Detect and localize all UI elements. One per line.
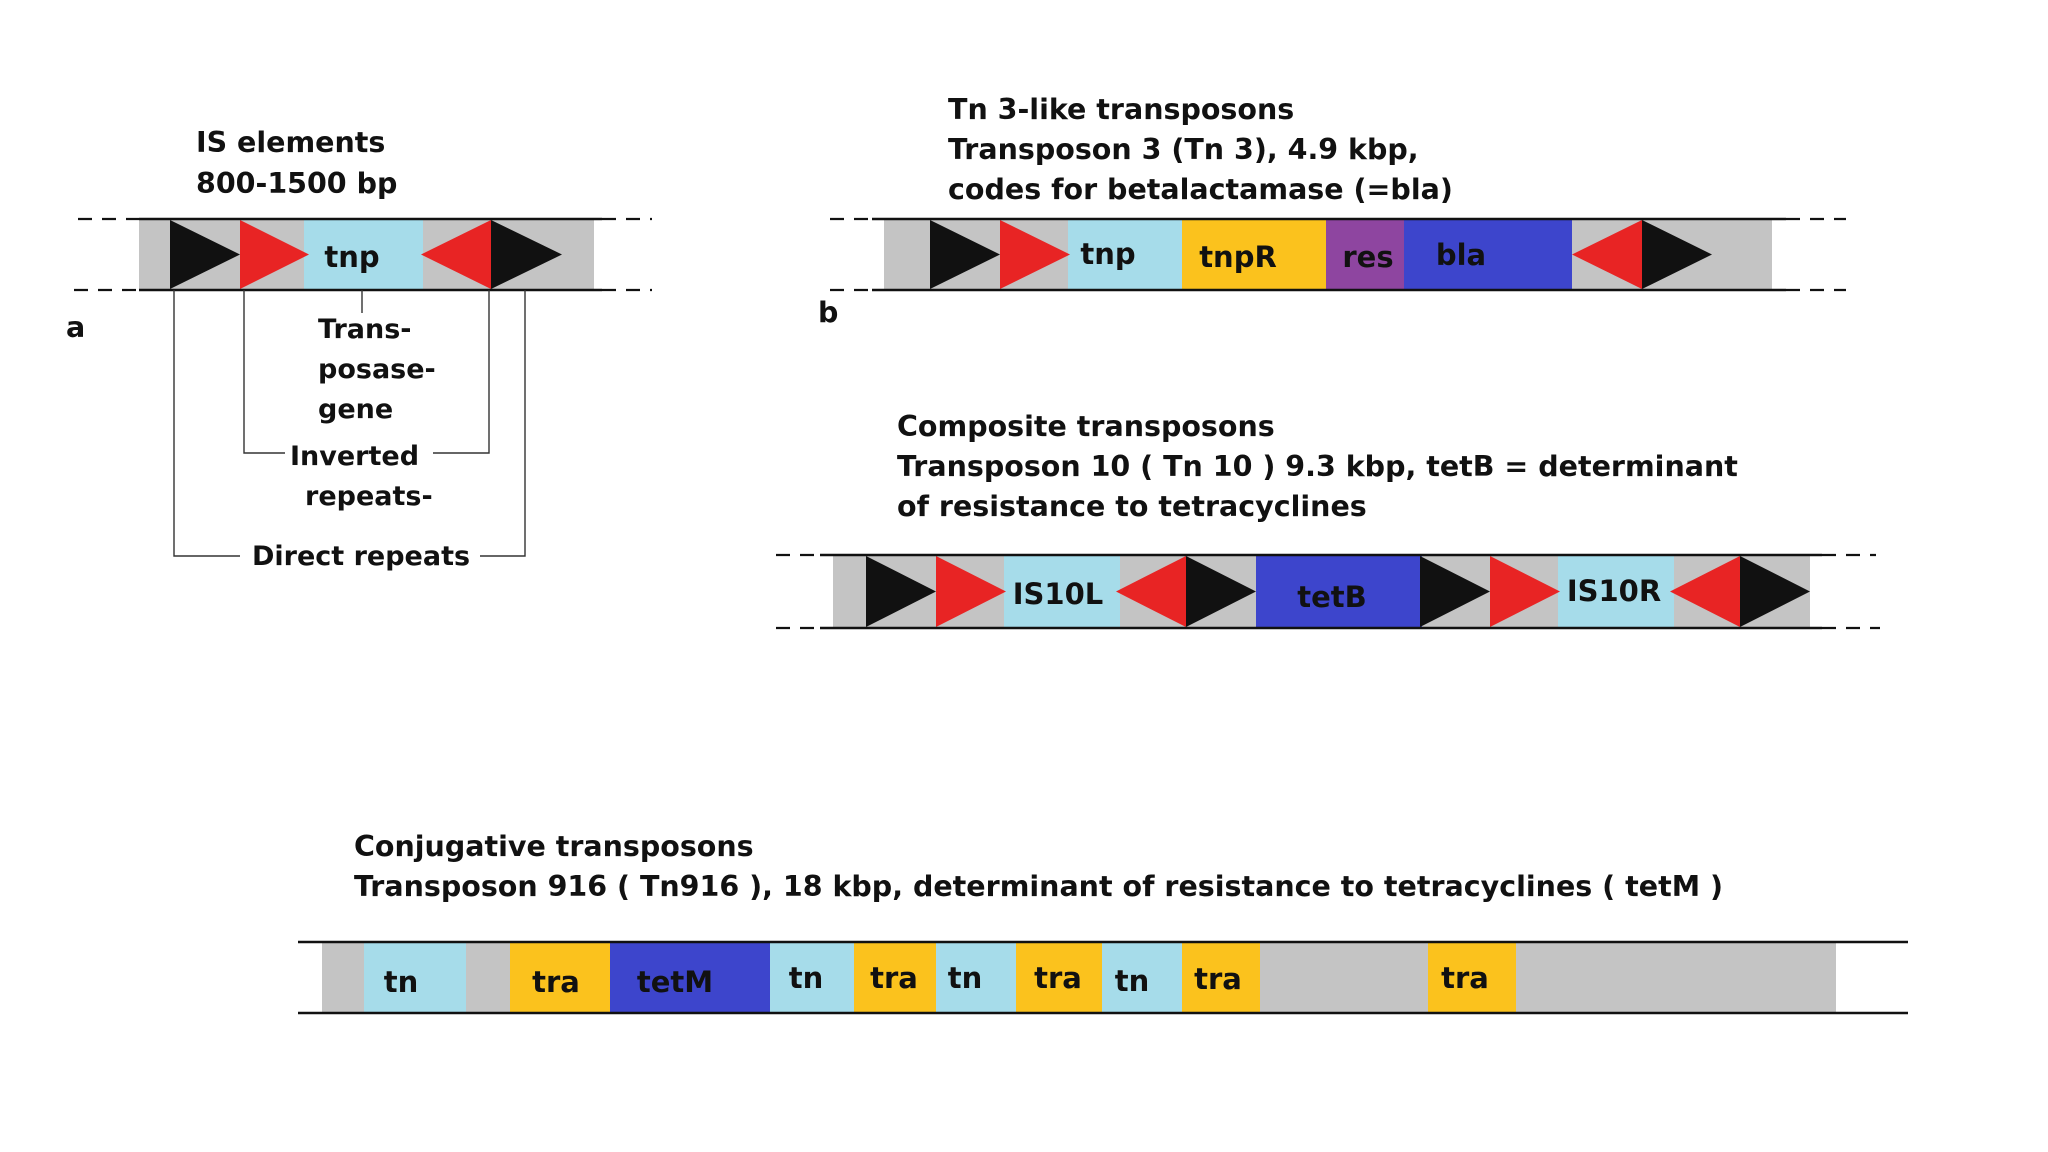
panel-b-letter: b: [818, 296, 838, 329]
tn3-res-segment: [1326, 220, 1404, 289]
tn916-seg-tn-4: [1102, 943, 1182, 1012]
tn916-seg-tra-2: [854, 943, 936, 1012]
transposase-label-2: posase-: [318, 354, 436, 385]
tn10-left-inverted-repeat-2: [1116, 556, 1186, 627]
tn916-label-tra-3: tra: [1034, 961, 1082, 995]
tn916-seg-tra-1: [510, 943, 610, 1012]
composite-title-line3: of resistance to tetracyclines: [897, 490, 1367, 523]
panel-b-tn3: Tn 3-like transposons Transposon 3 (Tn 3…: [818, 93, 1846, 329]
tn916-label-tetm: tetM: [637, 965, 713, 999]
tn10-tetb-segment: [1256, 556, 1422, 627]
tn916-label-tn-3: tn: [948, 961, 983, 995]
panel-conjugative-tn916: Conjugative transposons Transposon 916 (…: [298, 830, 1908, 1015]
inverted-repeats-bracket-right: [433, 290, 490, 454]
tn916-seg-tetm: [610, 943, 770, 1012]
tn3-res-label: res: [1342, 240, 1393, 274]
tn10-is10r-segment: [1558, 556, 1674, 627]
tn10-is10r-label: IS10R: [1567, 574, 1661, 608]
tn3-tnpR-label: tnpR: [1199, 240, 1277, 274]
tn10-right-inverted-repeat-2: [1670, 556, 1740, 627]
is-tnp-segment: [304, 220, 423, 289]
tn916-label-tra-5: tra: [1441, 961, 1489, 995]
tn3-tnp-segment: [1068, 220, 1182, 289]
direct-repeats-bracket-right: [480, 290, 526, 557]
tn10-left-direct-repeat-2: [1186, 556, 1256, 627]
tn10-tetb-label: tetB: [1297, 580, 1367, 614]
tn10-right-direct-repeat-1: [1420, 556, 1490, 627]
tn916-seg-tn-3: [936, 943, 1016, 1012]
inverted-repeats-label-2: repeats-: [305, 481, 433, 512]
transposase-label-1: Trans-: [318, 314, 412, 345]
panel-b-title-line3: codes for betalactamase (=bla): [948, 173, 1453, 206]
is-tnp-label: tnp: [324, 240, 379, 274]
inverted-repeat-left-triangle: [240, 220, 309, 289]
tn3-direct-repeat-right: [1642, 220, 1712, 289]
panel-a-letter: a: [66, 311, 85, 344]
tn916-label-tra-4: tra: [1194, 962, 1242, 996]
tn916-seg-tra-3: [1016, 943, 1102, 1012]
tn916-label-tn-4: tn: [1115, 964, 1150, 998]
tn916-seg-tn-2: [770, 943, 854, 1012]
tn916-label-tra-1: tra: [532, 965, 580, 999]
direct-repeats-bracket-left: [173, 290, 240, 557]
tn10-is10l-label: IS10L: [1013, 577, 1104, 611]
tn3-inverted-repeat-right: [1572, 220, 1642, 289]
tn916-label-tn-2: tn: [789, 961, 824, 995]
tn916-seg-tra-5: [1428, 943, 1516, 1012]
tn3-inverted-repeat-left: [1000, 220, 1070, 289]
tn3-bla-segment: [1404, 220, 1572, 289]
panel-a-title-line1: IS elements: [196, 126, 385, 159]
panel-a-title-line2: 800-1500 bp: [196, 167, 397, 200]
composite-title-line1: Composite transposons: [897, 410, 1275, 443]
tn3-tnp-label: tnp: [1080, 237, 1135, 271]
tn916-label-tn-1: tn: [384, 965, 419, 999]
conjugative-title-line1: Conjugative transposons: [354, 830, 754, 863]
tn10-right-inverted-repeat-1: [1490, 556, 1560, 627]
inverted-repeat-right-triangle: [421, 220, 491, 289]
direct-repeat-right-triangle: [491, 220, 562, 289]
composite-title-line2: Transposon 10 ( Tn 10 ) 9.3 kbp, tetB = …: [897, 450, 1738, 483]
tn10-left-inverted-repeat-1: [936, 556, 1006, 627]
panel-a-is-elements: IS elements 800-1500 bp a tnp Trans- pos…: [66, 126, 652, 572]
tn10-left-direct-repeat-1: [866, 556, 936, 627]
tn916-label-tra-2: tra: [870, 961, 918, 995]
conjugative-title-line2: Transposon 916 ( Tn916 ), 18 kbp, determ…: [354, 870, 1723, 903]
transposase-label-3: gene: [318, 394, 393, 425]
direct-repeats-label: Direct repeats: [252, 541, 470, 572]
tn3-tnpR-segment: [1182, 220, 1326, 289]
tn10-right-direct-repeat-2: [1740, 556, 1810, 627]
tn916-seg-tn-1: [364, 943, 466, 1012]
panel-b-title-line1: Tn 3-like transposons: [948, 93, 1294, 126]
inverted-repeats-bracket-left: [243, 290, 285, 454]
tn3-direct-repeat-left: [930, 220, 1000, 289]
tn916-seg-tra-4: [1182, 943, 1260, 1012]
panel-composite-tn10: Composite transposons Transposon 10 ( Tn…: [776, 410, 1880, 630]
inverted-repeats-label-1: Inverted: [290, 441, 419, 472]
panel-b-title-line2: Transposon 3 (Tn 3), 4.9 kbp,: [948, 133, 1419, 166]
direct-repeat-left-triangle: [170, 220, 240, 289]
tn3-bla-label: bla: [1436, 238, 1486, 272]
tn10-is10l-segment: [1004, 556, 1120, 627]
